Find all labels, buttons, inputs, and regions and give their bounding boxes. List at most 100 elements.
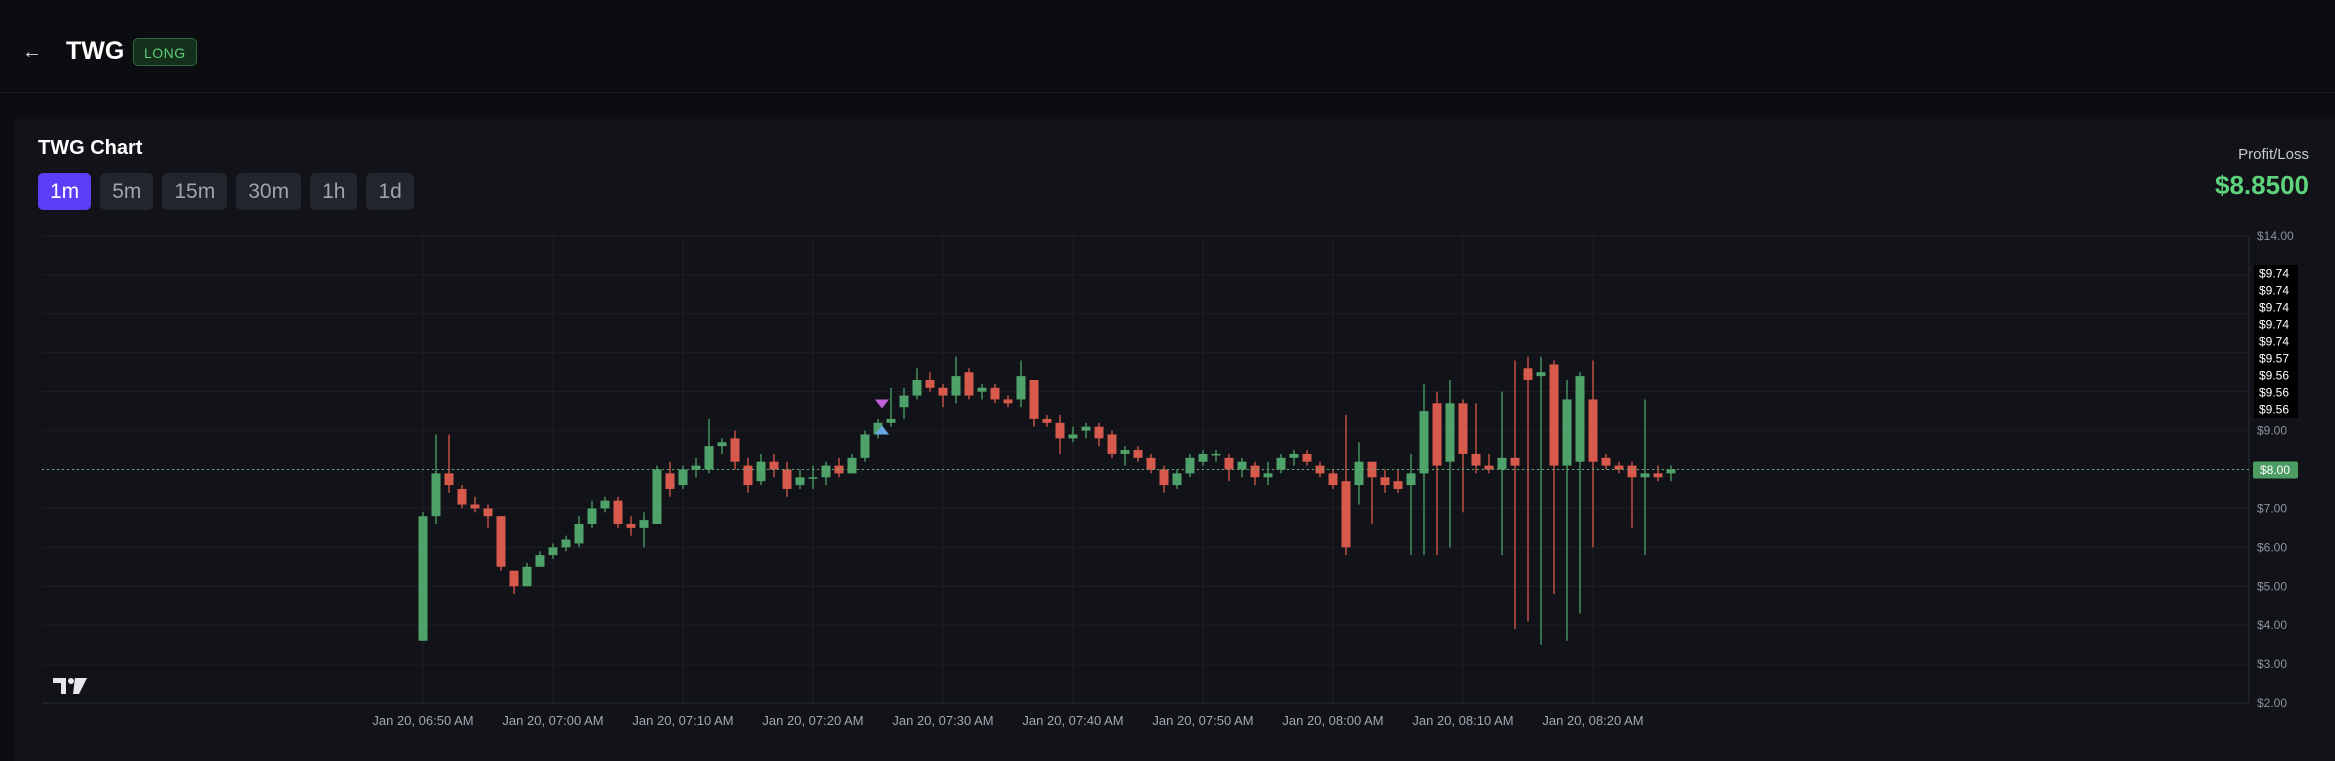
candle-body bbox=[704, 446, 714, 470]
candle-body bbox=[1198, 453, 1208, 462]
candle-body bbox=[483, 508, 493, 517]
candle-body bbox=[1016, 376, 1026, 400]
candle-body bbox=[535, 555, 545, 567]
candle-body bbox=[1627, 465, 1637, 478]
chart-title: TWG Chart bbox=[38, 137, 143, 159]
arrow-left-icon[interactable]: ← bbox=[22, 41, 42, 63]
candle-body bbox=[600, 500, 610, 509]
candle-body bbox=[938, 387, 948, 396]
price-marker-tag bbox=[2254, 384, 2298, 401]
candle-body bbox=[1484, 465, 1494, 470]
candle-body bbox=[678, 469, 688, 486]
price-marker-label: $9.56 bbox=[2259, 369, 2289, 383]
candle-body bbox=[1081, 426, 1091, 431]
candle-body bbox=[1341, 481, 1351, 548]
candle-body bbox=[1432, 403, 1442, 466]
candle-body bbox=[1666, 469, 1676, 474]
y-tick-label: $6.00 bbox=[2257, 540, 2287, 554]
candle-body bbox=[1185, 457, 1195, 474]
candle-body bbox=[1250, 465, 1260, 478]
price-marker-tag bbox=[2254, 265, 2298, 282]
tradingview-logo-icon bbox=[53, 678, 87, 694]
timeframe-button-15m[interactable]: 15m bbox=[162, 173, 228, 210]
candle-body bbox=[1263, 473, 1273, 478]
candle-body bbox=[756, 461, 766, 482]
x-tick-label: Jan 20, 07:50 AM bbox=[1152, 713, 1253, 728]
y-tick-label: $5.00 bbox=[2257, 579, 2287, 593]
timeframe-button-1h[interactable]: 1h bbox=[310, 173, 358, 210]
candle-body bbox=[847, 457, 857, 474]
candle-body bbox=[1289, 453, 1299, 458]
candle-body bbox=[1224, 457, 1234, 470]
timeframe-selector: 1m 5m 15m 30m 1h 1d bbox=[38, 173, 414, 210]
candle-body bbox=[1276, 457, 1286, 470]
x-tick-label: Jan 20, 07:40 AM bbox=[1022, 713, 1123, 728]
y-tick-label: $3.00 bbox=[2257, 657, 2287, 671]
candle-body bbox=[444, 473, 454, 486]
candle-body bbox=[1029, 379, 1039, 419]
candle-body bbox=[1393, 481, 1403, 489]
price-marker-tag bbox=[2254, 316, 2298, 333]
price-marker-label: $9.74 bbox=[2259, 284, 2289, 298]
candle-body bbox=[1107, 434, 1117, 454]
candle-body bbox=[1640, 473, 1650, 478]
candle-body bbox=[1146, 457, 1156, 470]
timeframe-button-30m[interactable]: 30m bbox=[236, 173, 302, 210]
x-tick-label: Jan 20, 08:10 AM bbox=[1412, 713, 1513, 728]
price-marker-label: $9.74 bbox=[2259, 301, 2289, 315]
price-marker-tag bbox=[2254, 401, 2298, 418]
candle-body bbox=[925, 379, 935, 388]
candle-body bbox=[808, 477, 818, 479]
candle-body bbox=[795, 477, 805, 486]
price-marker-tag bbox=[2254, 333, 2298, 350]
x-tick-label: Jan 20, 08:20 AM bbox=[1542, 713, 1643, 728]
candle-body bbox=[1536, 372, 1546, 377]
candle-body bbox=[548, 547, 558, 556]
candle-body bbox=[964, 372, 974, 396]
price-marker-label: $9.74 bbox=[2259, 267, 2289, 281]
candle-body bbox=[1094, 426, 1104, 439]
candle-body bbox=[626, 523, 636, 528]
candle-body bbox=[1549, 364, 1559, 466]
candle-body bbox=[665, 473, 675, 489]
candle-body bbox=[873, 422, 883, 435]
candle-body bbox=[470, 504, 480, 509]
candle-body bbox=[990, 387, 1000, 400]
pnl-value: $8.8500 bbox=[2215, 170, 2309, 200]
y-tick-label: $9.00 bbox=[2257, 424, 2287, 438]
candle-body bbox=[717, 442, 727, 447]
x-tick-label: Jan 20, 08:00 AM bbox=[1282, 713, 1383, 728]
candle-body bbox=[1042, 418, 1052, 423]
price-marker-label: $9.74 bbox=[2259, 335, 2289, 349]
candle-body bbox=[1588, 399, 1598, 462]
candle-body bbox=[769, 461, 779, 470]
timeframe-button-1m[interactable]: 1m bbox=[38, 173, 92, 210]
y-tick-label: $7.00 bbox=[2257, 501, 2287, 515]
candle-body bbox=[1172, 473, 1182, 486]
candle-body bbox=[1523, 368, 1533, 380]
candle-body bbox=[1055, 422, 1065, 439]
y-tick-label: $2.00 bbox=[2257, 696, 2287, 710]
x-tick-label: Jan 20, 06:50 AM bbox=[372, 713, 473, 728]
candle-body bbox=[899, 395, 909, 408]
candle-body bbox=[1302, 453, 1312, 462]
page-title: TWG bbox=[66, 37, 125, 65]
price-marker-label: $9.56 bbox=[2259, 386, 2289, 400]
top-bar: ← TWG LONG bbox=[0, 0, 2335, 93]
timeframe-button-1d[interactable]: 1d bbox=[366, 173, 414, 210]
candle-body bbox=[431, 473, 441, 517]
candle-body bbox=[1315, 465, 1325, 474]
candle-body bbox=[574, 523, 584, 544]
candle-body bbox=[1406, 473, 1416, 486]
candle-body bbox=[691, 465, 701, 470]
price-marker-tag bbox=[2254, 367, 2298, 384]
candle-body bbox=[652, 469, 662, 524]
candle-body bbox=[1471, 453, 1481, 466]
candle-body bbox=[743, 465, 753, 486]
timeframe-button-5m[interactable]: 5m bbox=[100, 173, 154, 210]
trade-marker-icon bbox=[875, 425, 889, 435]
candle-body bbox=[782, 469, 792, 489]
candle-body bbox=[1120, 450, 1130, 454]
candle-body bbox=[886, 418, 896, 423]
